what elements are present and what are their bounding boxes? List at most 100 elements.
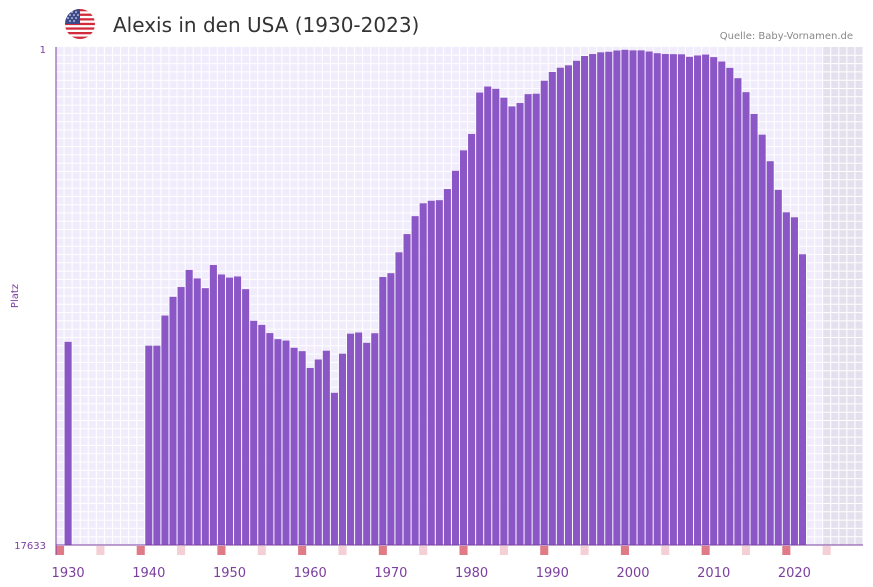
bar-1975 [427,200,435,545]
bar-2009 [702,54,710,546]
bar-1977 [443,189,451,545]
bar-2008 [694,55,702,546]
bar-2001 [637,50,645,545]
x-tick-label-1930: 1930 [52,566,85,581]
bar-1940 [145,345,153,545]
bar-1983 [492,88,500,546]
bar-1976 [435,200,443,545]
x-tick-label-2000: 2000 [616,566,649,581]
bar-2018 [774,189,782,546]
x-tick-label-1960: 1960 [294,566,327,581]
bar-1984 [500,97,508,545]
bar-1989 [540,80,548,546]
bar-1988 [532,93,540,545]
bar-1990 [548,71,556,546]
bar-2013 [734,78,742,545]
x-tick-label-1990: 1990 [536,566,569,581]
x-tick-label-1970: 1970 [374,566,407,581]
usa-flag-icon [65,9,95,39]
bar-1948 [209,265,217,545]
bar-1967 [363,342,371,545]
x-tick-label-1940: 1940 [132,566,165,581]
bar-2020 [790,217,798,545]
bar-1995 [589,54,597,546]
bar-2017 [766,161,774,545]
bar-2012 [726,67,734,546]
bar-1973 [411,216,419,545]
y-tick-label-top: 1 [40,45,46,56]
decade-marker-1939 [136,546,145,555]
bar-1960 [306,367,314,545]
chart-title: Alexis in den USA (1930-2023) [113,13,420,37]
x-tick-label-1980: 1980 [455,566,488,581]
bar-1998 [613,50,621,546]
bar-1961 [314,359,322,545]
bar-1946 [193,278,201,545]
bar-2019 [782,212,790,545]
bar-1944 [177,287,185,545]
bar-1982 [484,86,492,546]
bar-1985 [508,106,516,545]
bar-1959 [298,351,306,545]
bar-2014 [742,92,750,545]
bar-2004 [661,54,669,546]
bar-1965 [347,333,355,545]
bar-1978 [451,170,459,545]
bar-2000 [629,50,637,545]
bar-1981 [476,92,484,545]
y-tick-label-bottom: 17633 [14,541,46,552]
decade-marker-1954 [257,546,266,555]
chart-bars [64,49,807,546]
decade-marker-1989 [540,546,549,555]
bar-1962 [322,350,330,545]
bar-1987 [524,94,532,545]
bar-1950 [225,277,234,545]
chart-axes [55,47,863,555]
decade-marker-1959 [298,546,307,555]
decade-marker-1979 [459,546,468,555]
bar-1957 [282,340,290,545]
bar-2007 [685,56,694,546]
decade-marker-2024 [822,546,831,555]
bar-1953 [250,320,258,545]
bar-2003 [653,53,661,546]
x-tick-label-2010: 2010 [697,566,730,581]
bar-2016 [758,134,766,546]
decade-marker-1969 [378,546,387,555]
bar-2006 [677,54,685,546]
decade-marker-1949 [217,546,226,555]
bar-1993 [572,60,581,545]
decade-marker-2014 [741,546,751,555]
bar-1942 [161,315,169,545]
bar-2015 [750,113,758,545]
decade-marker-2009 [701,546,710,555]
y-axis-label: Platz [10,284,21,308]
source-label: Quelle: Baby-Vornamen.de [719,31,853,42]
bar-2005 [669,54,677,545]
bar-1943 [169,296,177,545]
decade-markers [56,546,831,555]
bar-1994 [581,56,589,546]
bar-1966 [355,332,363,545]
bar-1963 [330,392,338,545]
bar-1964 [338,353,347,545]
bar-1997 [605,51,613,545]
decade-marker-1974 [419,546,428,555]
x-tick-label-2020: 2020 [778,566,811,581]
bar-1969 [379,277,387,545]
bar-1955 [266,333,274,545]
bar-2021 [798,254,807,546]
bar-1930 [64,341,72,545]
bar-1952 [242,289,250,545]
bar-1970 [387,273,395,545]
bar-2010 [710,57,718,545]
x-tick-label-1950: 1950 [213,566,246,581]
bar-1999 [621,49,629,545]
bar-1992 [564,65,572,546]
bar-1979 [460,150,468,546]
decade-marker-1984 [499,546,508,555]
bar-1951 [234,276,242,545]
bar-1968 [371,333,379,545]
bar-1991 [556,67,564,545]
